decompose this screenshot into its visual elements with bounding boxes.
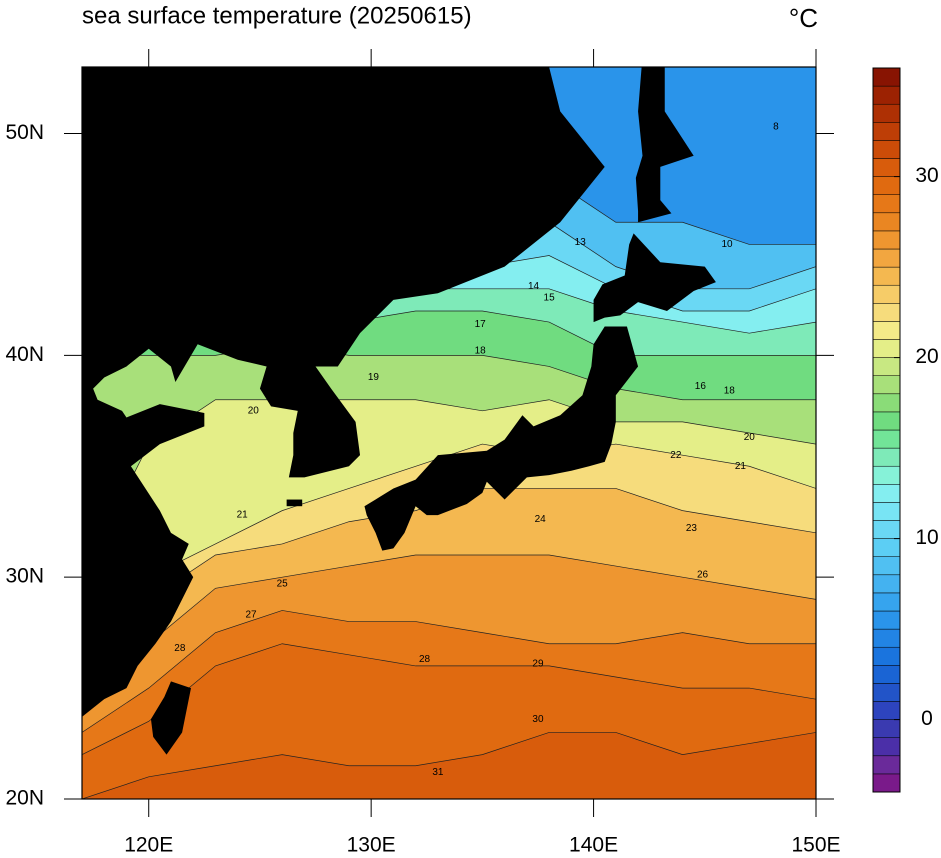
plot-area: 29 30 28 27 25 26 23 22 21 20 18 16 19 18 17 15 14 13 10 8 3… [82,67,816,799]
land [364,326,639,551]
colorbar-band [872,321,901,340]
colorbar-band [872,465,901,485]
colorbar-band [872,628,901,648]
colorbar-band [872,719,901,738]
colorbar-band [872,520,901,539]
colorbar-frame [872,67,901,793]
colorbar-band [872,411,901,431]
contour-label: 31 [432,767,444,778]
colorbar-band [872,737,901,757]
colorbar-band [872,574,901,594]
isotherm-line [82,610,816,733]
land [150,681,191,755]
x-tick-label: 130E [347,834,396,857]
colorbar-band [872,429,901,449]
contour-label: 19 [368,372,380,383]
colorbar-band [872,375,901,395]
colorbar-band [872,556,901,576]
colorbar-band [872,646,901,666]
colorbar-label: 20 [915,345,938,368]
x-tick-label: 150E [791,834,840,857]
contour-label: 15 [544,292,556,303]
colorbar-band [872,755,901,775]
colorbar-band [872,85,901,105]
colorbar-band [872,248,901,268]
contour-label: 20 [248,405,260,416]
colorbar-label: 0 [921,707,933,730]
contour-label: 20 [744,432,756,443]
colorbar-band [872,683,901,702]
contour-label: 21 [237,510,249,521]
colorbar-band [872,339,901,358]
contour-label: 24 [535,514,547,525]
land [593,233,716,323]
colorbar-band [872,176,901,195]
colorbar-band [872,158,901,177]
contour-label: 17 [475,319,487,330]
contour-label: 18 [724,385,736,396]
land [286,499,303,507]
map-title: sea surface temperature (20250615) [82,2,472,29]
colorbar-band [872,484,901,503]
contour-label: 21 [735,461,747,472]
contour-label: 16 [695,381,707,392]
colorbar-band [872,665,901,684]
unit-label: °C [789,3,818,33]
colorbar-band [872,773,901,793]
land [635,67,694,223]
y-tick-label: 30N [5,565,44,588]
colorbar-band [872,701,901,720]
contour-label: 14 [528,281,540,292]
colorbar-band [872,502,901,521]
colorbar-band [872,67,901,87]
x-tick-label: 140E [569,834,618,857]
colorbar-band [872,122,901,141]
colorbar-band [872,393,901,413]
colorbar-band [872,357,901,376]
isotherm-line [82,732,816,799]
contour-label: 27 [245,610,257,621]
colorbar-band [872,538,901,557]
contour-label: 25 [277,578,289,589]
colorbar-band [872,103,901,123]
colorbar-band [872,140,901,159]
colorbar-label: 30 [915,164,938,187]
colorbar-label: 10 [915,526,938,549]
colorbar-band [872,447,901,467]
contour-label: 22 [670,450,682,461]
contour-label: 8 [773,122,779,133]
colorbar-band [872,610,901,630]
contour-label: 26 [697,570,709,581]
contour-label: 28 [174,643,186,654]
contour-label: 29 [532,658,544,669]
contour-label: 30 [532,714,544,725]
colorbar-band [872,592,901,612]
y-tick-label: 50N [5,121,44,144]
y-tick-label: 40N [5,343,44,366]
sst-band [82,732,816,799]
contour-label: 23 [686,523,698,534]
colorbar-band [872,284,901,304]
contour-label: 28 [419,654,431,665]
colorbar-band [872,194,901,214]
plot-frame [81,66,817,800]
x-tick-label: 120E [124,834,173,857]
contour-label: 18 [475,346,487,357]
colorbar-band [872,212,901,232]
contour-label: 13 [575,237,587,248]
contour-label: 10 [721,239,733,250]
colorbar-band [872,230,901,250]
colorbar-band [872,266,901,286]
colorbar-band [872,303,901,322]
y-tick-label: 20N [5,787,44,810]
land [82,67,605,717]
